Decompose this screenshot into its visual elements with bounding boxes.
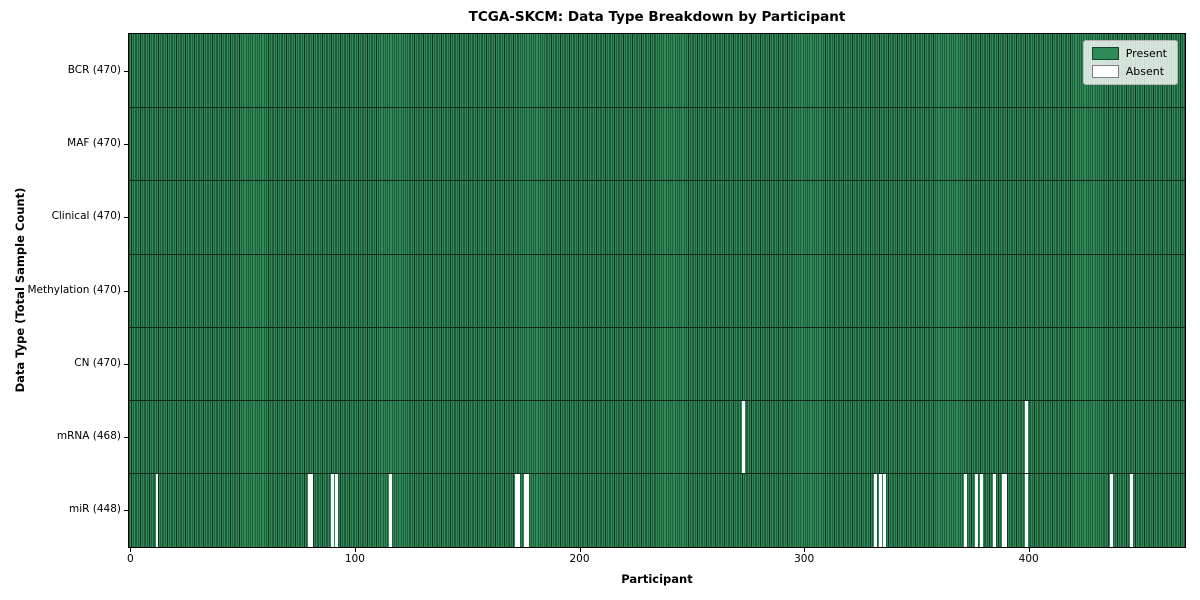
absent-bar-miR-12 (155, 474, 159, 547)
x-tick-label-0: 0 (126, 553, 134, 565)
y-tick-label-CN: CN (470) (74, 356, 121, 369)
absent-bar-miR-92 (335, 474, 339, 547)
x-tick-mark-100 (354, 548, 356, 552)
heatmap-row-miR (129, 473, 1185, 547)
y-tick-label-MAF: MAF (470) (67, 137, 121, 150)
x-tick-mark-300 (804, 548, 806, 552)
absent-bar-miR-379 (979, 474, 983, 547)
absent-bar-miR-116 (389, 474, 393, 547)
absent-bar-miR-446 (1130, 474, 1134, 547)
x-tick-mark-200 (579, 548, 581, 552)
absent-bar-miR-336 (883, 474, 887, 547)
heatmap-row-mRNA (129, 400, 1185, 474)
legend-swatch-present-icon (1091, 47, 1119, 60)
y-tick-mark-MAF (124, 144, 128, 146)
absent-bar-miR-377 (975, 474, 979, 547)
y-tick-label-Methylation: Methylation (470) (27, 283, 121, 296)
absent-bar-miR-389 (1002, 474, 1006, 547)
y-tick-mark-BCR (124, 70, 128, 72)
y-tick-mark-Methylation (124, 290, 128, 292)
y-tick-mark-Clinical (124, 217, 128, 219)
absent-bar-miR-385 (993, 474, 997, 547)
legend: Present Absent (1082, 40, 1178, 85)
absent-bar-miR-334 (878, 474, 882, 547)
y-tick-label-miR: miR (448) (68, 503, 121, 516)
heatmap-row-Methylation (129, 253, 1185, 327)
y-tick-label-mRNA: mRNA (468) (56, 429, 121, 442)
heatmap-row-BCR (129, 34, 1185, 108)
x-tick-label-100: 100 (344, 553, 365, 565)
absent-bar-miR-390 (1004, 474, 1008, 547)
legend-swatch-absent-icon (1091, 65, 1119, 78)
heatmap-row-Clinical (129, 180, 1185, 254)
heatmap-row-CN (129, 326, 1185, 401)
legend-label-absent: Absent (1125, 65, 1165, 78)
x-tick-label-200: 200 (569, 553, 590, 565)
absent-bar-miR-80 (308, 474, 312, 547)
x-tick-label-400: 400 (1018, 553, 1039, 565)
absent-bar-miR-173 (517, 474, 521, 547)
legend-label-present: Present (1125, 47, 1167, 60)
absent-bar-miR-372 (964, 474, 968, 547)
absent-bar-miR-176 (523, 474, 527, 547)
chart-title: TCGA-SKCM: Data Type Breakdown by Partic… (468, 9, 846, 25)
absent-bar-miR-90 (330, 474, 334, 547)
absent-bar-mRNA-399 (1024, 401, 1028, 474)
absent-bar-miR-177 (526, 474, 530, 547)
absent-bar-miR-332 (874, 474, 878, 547)
x-axis-label: Participant (621, 572, 693, 586)
absent-bar-miR-437 (1110, 474, 1114, 547)
absent-bar-miR-81 (310, 474, 314, 547)
absent-bar-miR-399 (1024, 474, 1028, 547)
legend-item-present: Present (1091, 47, 1167, 60)
x-tick-mark-400 (1028, 548, 1030, 552)
y-tick-label-BCR: BCR (470) (67, 63, 121, 76)
x-tick-mark-0 (130, 548, 132, 552)
absent-bar-miR-172 (515, 474, 518, 547)
x-tick-label-300: 300 (794, 553, 815, 565)
y-tick-mark-miR (124, 510, 128, 512)
plot-area: Present Absent (128, 33, 1186, 548)
legend-item-absent: Absent (1091, 65, 1167, 78)
absent-bar-mRNA-273 (741, 401, 745, 474)
y-tick-mark-mRNA (124, 436, 128, 438)
y-tick-label-Clinical: Clinical (470) (51, 210, 121, 223)
y-tick-mark-CN (124, 363, 128, 365)
heatmap-row-MAF (129, 107, 1185, 181)
